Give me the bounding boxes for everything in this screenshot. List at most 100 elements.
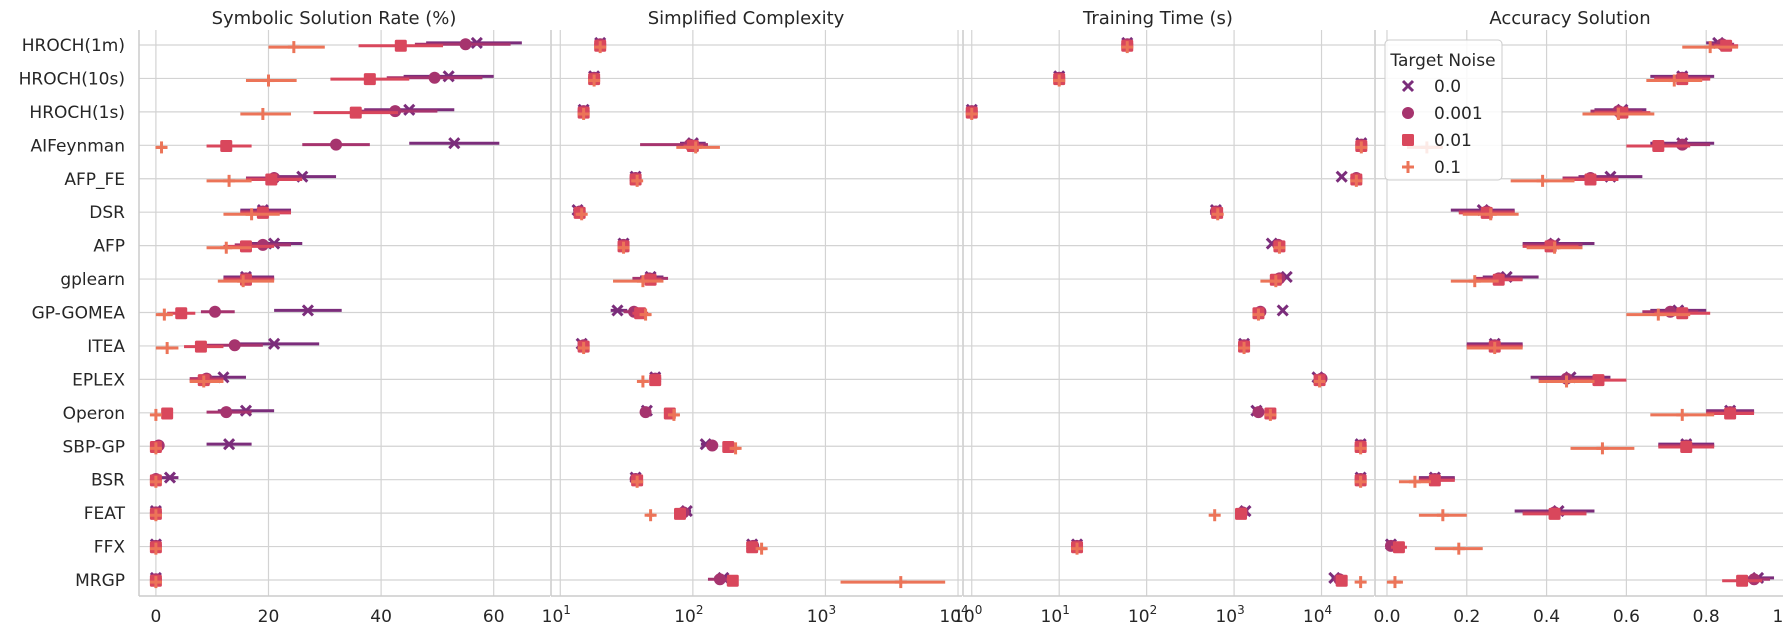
series-0-1 [965,41,1368,589]
data-point [1536,174,1549,187]
data-point [209,305,222,318]
data-point [1548,507,1561,520]
series-0-1 [149,41,325,589]
data-point [256,107,269,120]
panel-title: Simplified Complexity [648,8,845,29]
data-point [636,275,649,288]
data-point [1208,509,1221,522]
data-point [644,509,657,522]
x-tick-label: 0 [150,607,161,627]
x-tick-label: 60 [483,607,505,627]
data-point [713,573,726,586]
data-point-stroke [611,304,624,317]
data-point [1436,509,1449,522]
x-gridlines [155,30,495,596]
data-point [639,308,652,321]
data-point [894,576,907,589]
x-tick-label: 101 [542,603,571,627]
data-point [1273,241,1286,254]
data-point [1354,475,1367,488]
data-point [220,140,233,153]
x-tick-label: 101 [1041,603,1070,627]
data-point [1252,308,1265,321]
category-label: ITEA [87,337,125,357]
data-point [667,408,680,421]
data-point [631,475,644,488]
data-point [1452,542,1465,555]
data-point [1592,374,1605,387]
x-tick-label: 104 [1303,603,1332,627]
series-0-001 [573,38,760,586]
data-point [158,308,171,321]
data-point [1388,576,1401,589]
data-point [394,39,407,52]
category-label: HROCH(1s) [29,103,125,123]
y-gridlines [139,44,550,581]
legend-entry: 0.01 [1402,131,1472,151]
data-point [220,406,233,419]
data-point [149,408,162,421]
data-point [330,138,343,151]
data-point-stroke [1276,304,1289,317]
data-point-stroke [301,304,314,317]
x-tick-label: 40 [370,607,392,627]
legend-frame [1384,39,1503,181]
data-point [262,74,275,87]
data-point [1252,406,1265,419]
data-point [228,339,241,352]
data-marks [149,36,522,589]
data-point [1652,308,1665,321]
data-point [706,439,719,452]
legend-marker [1402,161,1414,173]
data-point [155,141,168,154]
category-label: SBP-GP [62,437,125,457]
data-point [1484,208,1497,221]
data-point [428,71,441,84]
data-point [175,307,188,320]
data-point [755,542,768,555]
data-marks [571,36,946,589]
x-tick-labels: 0.0 0.2 0.4 0.6 0.8 1.0 [1373,607,1783,627]
panel-simplified-complexity: 101 102 103 104 Simplified Complexity [542,8,969,627]
data-point [726,574,739,587]
data-point [1335,170,1348,183]
data-point [149,475,162,488]
data-point [1560,375,1573,388]
series-0-0 [965,36,1368,584]
data-point [149,509,162,522]
category-label: BSR [91,471,125,491]
data-point [194,340,207,353]
legend-entry: 0.0 [1401,77,1461,97]
data-point [636,375,649,388]
data-point [674,507,687,520]
data-point [1652,140,1665,153]
data-point [617,241,630,254]
data-point [1335,574,1348,587]
category-label: AIFeynman [30,136,125,156]
data-point [149,576,162,589]
data-point [1071,542,1084,555]
data-point [1704,41,1717,54]
category-label: GP-GOMEA [32,304,126,324]
data-point [161,407,174,420]
x-gridlines [971,30,1323,596]
category-labels: HROCH(1m) HROCH(10s) HROCH(1s) AIFeynman AFP… [19,36,126,591]
data-point [577,107,590,120]
data-point [1235,507,1248,520]
panel-title: Training Time (s) [1082,8,1233,29]
data-point [1724,407,1737,420]
legend: Target Noise 0.0 0.001 0.01 0.1 [1384,39,1503,181]
data-point [149,542,162,555]
data-point [287,41,300,54]
data-point [149,442,162,455]
data-point [1612,107,1625,120]
data-point [1276,304,1289,317]
data-point [588,74,601,87]
data-point [1736,574,1749,587]
data-point [265,173,278,186]
series-0-01 [965,39,1368,587]
x-tick-label: 102 [674,603,703,627]
data-point [689,141,702,154]
data-point [363,73,376,86]
